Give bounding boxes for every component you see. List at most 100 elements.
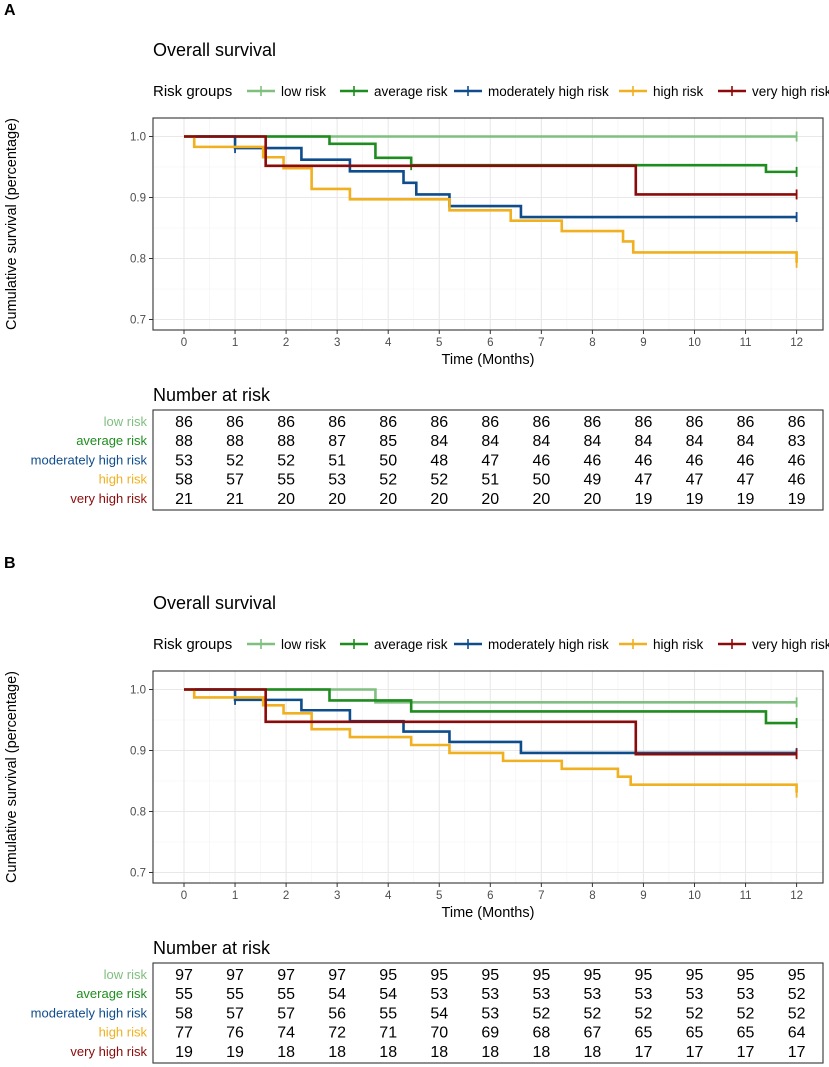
- x-tick-label: 4: [385, 890, 392, 902]
- risk-cell: 76: [226, 1025, 244, 1042]
- y-tick-label: 1.0: [130, 132, 146, 144]
- plot-background: [153, 118, 823, 330]
- risk-cell: 86: [532, 414, 550, 431]
- risk-table-row: very high risk 19 19 18 18 18 18 18 18 18 17 17 17 17: [70, 1044, 805, 1061]
- y-tick-label: 0.8: [130, 807, 146, 819]
- x-axis-title: Time (Months): [442, 905, 535, 921]
- risk-cell: 46: [584, 452, 602, 469]
- risk-cell: 50: [379, 452, 397, 469]
- legend-label: average risk: [374, 637, 448, 652]
- risk-cell: 21: [226, 491, 244, 508]
- risk-cell: 97: [175, 967, 193, 984]
- risk-cell: 54: [379, 986, 397, 1003]
- risk-cell: 88: [175, 433, 193, 450]
- x-tick-label: 10: [688, 337, 701, 349]
- risk-cell: 53: [737, 986, 755, 1003]
- x-tick-label: 5: [436, 890, 442, 902]
- risk-row-label: very high risk: [70, 491, 147, 506]
- risk-cell: 97: [277, 967, 295, 984]
- legend-item: moderately high risk: [454, 84, 609, 99]
- y-tick-label: 1.0: [130, 685, 146, 697]
- risk-cell: 53: [584, 986, 602, 1003]
- risk-cell: 46: [788, 452, 806, 469]
- legend-label: moderately high risk: [488, 84, 609, 99]
- legend-label: moderately high risk: [488, 637, 609, 652]
- risk-table-row: low risk 97 97 97 97 95 95 95 95 95 95 95 95 95: [104, 967, 806, 984]
- risk-cell: 69: [481, 1025, 499, 1042]
- risk-cell: 95: [379, 967, 397, 984]
- risk-cell: 86: [328, 414, 346, 431]
- survival-curve: [184, 688, 797, 756]
- survival-curve: [184, 135, 797, 196]
- risk-cell: 57: [277, 1005, 295, 1022]
- legend-item: low risk: [247, 84, 326, 99]
- risk-cell: 18: [481, 1044, 499, 1061]
- risk-cell: 47: [737, 472, 755, 489]
- legend-item: average risk: [340, 637, 448, 652]
- risk-cell: 68: [532, 1025, 550, 1042]
- risk-cell: 51: [328, 452, 346, 469]
- plot-border: [152, 117, 824, 331]
- risk-cell: 95: [584, 967, 602, 984]
- risk-cell: 95: [635, 967, 653, 984]
- risk-cell: 46: [788, 472, 806, 489]
- risk-cell: 53: [430, 986, 448, 1003]
- risk-cell: 74: [277, 1025, 295, 1042]
- x-tick-label: 4: [385, 337, 392, 349]
- legend-label: high risk: [653, 637, 704, 652]
- risk-cell: 65: [737, 1025, 755, 1042]
- risk-table-title: Number at risk: [153, 385, 271, 405]
- risk-cell: 86: [175, 414, 193, 431]
- legend-title: Risk groups: [153, 83, 232, 100]
- legend-label: very high risk: [752, 637, 829, 652]
- risk-cell: 65: [686, 1025, 704, 1042]
- legend-item: high risk: [619, 84, 704, 99]
- risk-table-row: very high risk 21 21 20 20 20 20 20 20 20 19 19 19 19: [70, 491, 805, 508]
- risk-cell: 58: [175, 472, 193, 489]
- risk-cell: 58: [175, 1005, 193, 1022]
- legend-label: low risk: [281, 84, 326, 99]
- legend-label: very high risk: [752, 84, 829, 99]
- x-tick-label: 8: [589, 890, 595, 902]
- x-axis-title: Time (Months): [442, 352, 535, 368]
- risk-cell: 52: [532, 1005, 550, 1022]
- risk-row-label: low risk: [104, 967, 148, 982]
- risk-cell: 49: [584, 472, 602, 489]
- risk-cell: 84: [635, 433, 653, 450]
- chart-title: Overall survival: [153, 593, 276, 613]
- risk-cell: 52: [430, 472, 448, 489]
- risk-cell: 95: [430, 967, 448, 984]
- risk-cell: 47: [635, 472, 653, 489]
- y-axis-title: Cumulative survival (percentage): [4, 118, 20, 330]
- risk-cell: 18: [430, 1044, 448, 1061]
- risk-cell: 97: [226, 967, 244, 984]
- risk-cell: 18: [328, 1044, 346, 1061]
- risk-cell: 55: [175, 986, 193, 1003]
- risk-cell: 95: [481, 967, 499, 984]
- risk-row-label: low risk: [104, 414, 148, 429]
- legend-item: high risk: [619, 637, 704, 652]
- x-tick-label: 1: [232, 337, 238, 349]
- survival-curve: [184, 135, 797, 219]
- x-tick-label: 12: [790, 337, 803, 349]
- x-tick-label: 12: [790, 890, 803, 902]
- risk-cell: 56: [328, 1005, 346, 1022]
- legend-item: very high risk: [718, 84, 829, 99]
- risk-cell: 19: [788, 491, 806, 508]
- x-tick-label: 3: [334, 337, 340, 349]
- risk-cell: 86: [277, 414, 295, 431]
- legend-item: very high risk: [718, 637, 829, 652]
- risk-cell: 19: [686, 491, 704, 508]
- risk-cell: 17: [635, 1044, 653, 1061]
- risk-row-label: high risk: [99, 472, 148, 487]
- x-tick-label: 6: [487, 337, 493, 349]
- risk-cell: 52: [635, 1005, 653, 1022]
- panel-label: A: [4, 2, 16, 19]
- risk-cell: 57: [226, 472, 244, 489]
- risk-cell: 55: [226, 986, 244, 1003]
- x-tick-label: 1: [232, 890, 238, 902]
- risk-cell: 57: [226, 1005, 244, 1022]
- risk-cell: 84: [584, 433, 602, 450]
- risk-cell: 88: [226, 433, 244, 450]
- risk-cell: 86: [379, 414, 397, 431]
